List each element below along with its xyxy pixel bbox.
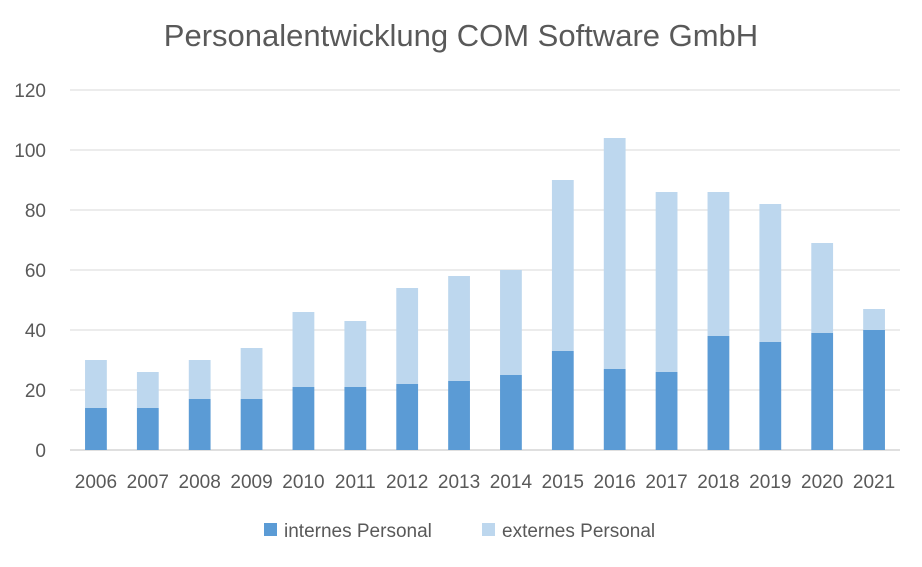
- x-tick-label: 2019: [749, 472, 791, 493]
- bar-internes-2019: [759, 342, 782, 450]
- bar-internes-2021: [863, 330, 885, 450]
- chart-title: Personalentwicklung COM Software GmbH: [163, 18, 759, 53]
- y-tick-label: 60: [25, 261, 46, 282]
- x-tick-label: 2007: [127, 472, 169, 493]
- bar-internes-2013: [448, 381, 470, 450]
- x-tick-label: 2015: [542, 472, 584, 493]
- y-axis: 0 20 40 60 80 100 120: [14, 81, 46, 462]
- bar-internes-2014: [500, 375, 522, 450]
- bar-externes-2020: [811, 243, 834, 333]
- y-tick-label: 40: [25, 321, 46, 342]
- y-tick-label: 120: [14, 81, 46, 102]
- bar-internes-2010: [292, 387, 315, 450]
- x-tick-label: 2013: [438, 472, 480, 493]
- x-tick-label: 2008: [179, 472, 221, 493]
- y-tick-label: 0: [35, 441, 46, 462]
- bar-externes-2011: [344, 321, 367, 387]
- bar-externes-2007: [136, 372, 159, 408]
- x-tick-label: 2014: [490, 472, 533, 493]
- x-tick-label: 2021: [853, 472, 895, 493]
- bar-externes-2009: [240, 348, 263, 399]
- bar-externes-2019: [759, 204, 782, 342]
- bar-externes-2014: [500, 270, 522, 375]
- bars: [85, 138, 885, 450]
- bar-internes-2015: [551, 351, 574, 450]
- bar-externes-2008: [188, 360, 211, 399]
- x-axis: 2006 2007 2008 2009 2010 2011 2012 2013 2014 2015…: [75, 472, 895, 493]
- y-tick-label: 80: [25, 201, 46, 222]
- legend-swatch-internes: [264, 523, 277, 536]
- bar-externes-2013: [448, 276, 470, 381]
- bar-externes-2010: [292, 312, 315, 387]
- legend-label-externes: externes Personal: [502, 521, 655, 542]
- y-tick-label: 20: [25, 381, 46, 402]
- bar-externes-2017: [655, 192, 678, 372]
- x-tick-label: 2017: [645, 472, 687, 493]
- legend-label-internes: internes Personal: [284, 521, 432, 542]
- bar-externes-2021: [863, 309, 885, 330]
- bar-internes-2012: [396, 384, 419, 450]
- bar-externes-2016: [603, 138, 626, 369]
- bar-externes-2015: [551, 180, 574, 351]
- x-tick-label: 2009: [230, 472, 272, 493]
- bar-externes-2006: [85, 360, 107, 408]
- bar-internes-2011: [344, 387, 367, 450]
- x-tick-label: 2006: [75, 472, 117, 493]
- bar-externes-2018: [707, 192, 730, 336]
- bar-internes-2009: [240, 399, 263, 450]
- x-tick-label: 2010: [282, 472, 324, 493]
- x-tick-label: 2020: [801, 472, 843, 493]
- bar-internes-2018: [707, 336, 730, 450]
- y-tick-label: 100: [14, 141, 46, 162]
- x-tick-label: 2011: [335, 472, 376, 493]
- x-tick-label: 2012: [386, 472, 428, 493]
- bar-internes-2017: [655, 372, 678, 450]
- legend: internes Personal externes Personal: [264, 521, 655, 542]
- bar-internes-2008: [188, 399, 211, 450]
- bar-internes-2006: [85, 408, 107, 450]
- x-tick-label: 2016: [594, 472, 636, 493]
- bar-externes-2012: [396, 288, 419, 384]
- legend-swatch-externes: [482, 523, 495, 536]
- bar-internes-2007: [136, 408, 159, 450]
- x-tick-label: 2018: [697, 472, 739, 493]
- bar-internes-2020: [811, 333, 834, 450]
- bar-internes-2016: [603, 369, 626, 450]
